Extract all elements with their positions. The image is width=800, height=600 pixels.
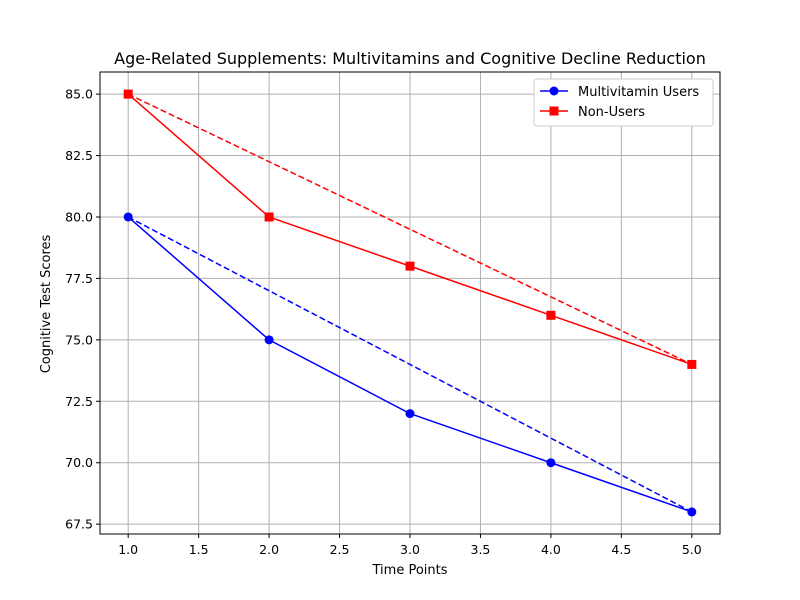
legend-marker-multivitamin-users xyxy=(549,86,559,96)
x-tick-label: 4.5 xyxy=(611,542,631,557)
x-tick-label: 2.0 xyxy=(259,542,279,557)
legend-label-multivitamin-users: Multivitamin Users xyxy=(578,85,699,100)
y-tick-label: 85.0 xyxy=(65,87,93,102)
y-tick-label: 75.0 xyxy=(65,332,93,347)
y-tick-label: 82.5 xyxy=(65,148,93,163)
x-tick-label: 3.0 xyxy=(400,542,420,557)
legend-box xyxy=(533,78,714,127)
data-point-non-users xyxy=(405,261,415,271)
x-tick-label: 3.5 xyxy=(471,542,491,557)
y-tick-label: 70.0 xyxy=(65,455,93,470)
trend-lines xyxy=(127,93,693,513)
trend-line xyxy=(127,216,693,513)
y-tick-label: 67.5 xyxy=(65,517,93,532)
chart-title: Age-Related Supplements: Multivitamins a… xyxy=(114,49,706,68)
data-point-non-users xyxy=(123,89,133,99)
trend-line xyxy=(127,93,693,366)
x-tick-label: 5.0 xyxy=(682,542,702,557)
y-axis-label: Cognitive Test Scores xyxy=(39,234,54,373)
data-point-non-users xyxy=(264,212,274,222)
grid xyxy=(100,72,720,534)
x-axis-ticks: 1.0 1.5 2.0 2.5 3.0 3.5 4.0 4.5 5.0 xyxy=(118,534,702,557)
series-markers xyxy=(123,89,697,517)
data-point-multivitamin-users xyxy=(405,409,415,419)
y-axis-ticks: 67.5 70.0 72.5 75.0 77.5 80.0 82.5 85.0 xyxy=(65,87,100,532)
legend-marker-non-users xyxy=(549,106,559,116)
y-tick-label: 77.5 xyxy=(65,271,93,286)
data-point-multivitamin-users xyxy=(264,335,274,345)
data-point-non-users xyxy=(687,359,697,369)
x-tick-label: 1.5 xyxy=(189,542,209,557)
y-tick-label: 72.5 xyxy=(65,394,93,409)
data-point-multivitamin-users xyxy=(546,458,556,468)
legend: Multivitamin Users Non-Users xyxy=(533,78,714,127)
data-point-multivitamin-users xyxy=(687,507,697,517)
data-point-non-users xyxy=(546,310,556,320)
x-axis-label: Time Points xyxy=(372,563,448,578)
data-point-multivitamin-users xyxy=(123,212,133,222)
x-tick-label: 2.5 xyxy=(330,542,350,557)
y-tick-label: 80.0 xyxy=(65,209,93,224)
x-tick-label: 4.0 xyxy=(541,542,561,557)
legend-label-non-users: Non-Users xyxy=(578,105,645,120)
x-tick-label: 1.0 xyxy=(118,542,138,557)
